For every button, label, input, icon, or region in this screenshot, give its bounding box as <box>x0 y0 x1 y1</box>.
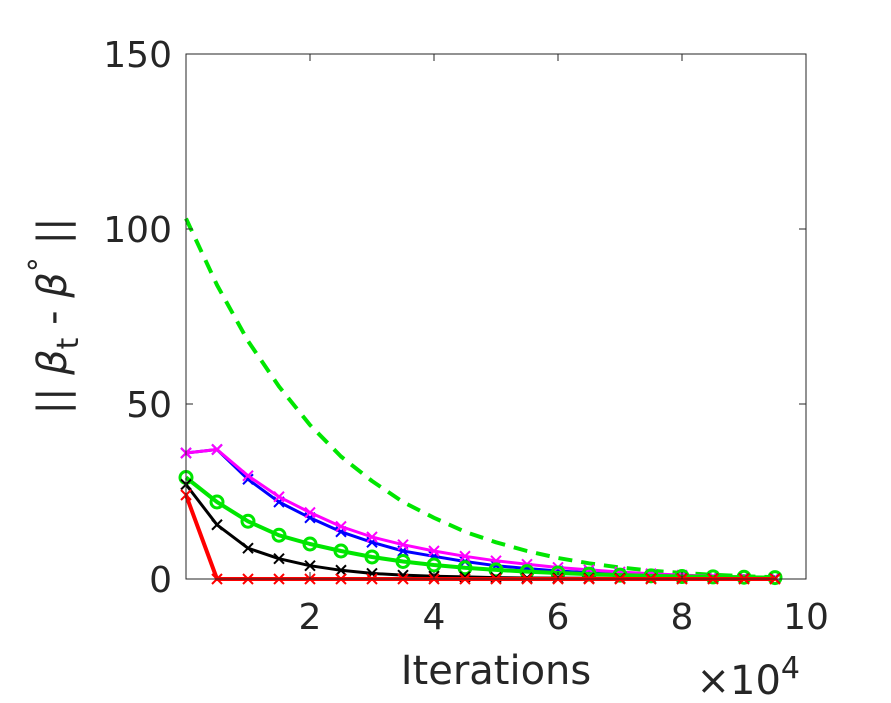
data-point-x-marker <box>428 545 440 557</box>
data-point-x-marker <box>242 542 254 554</box>
y-label-beta-t: β <box>30 349 76 376</box>
y-tick-label: 150 <box>103 35 172 76</box>
data-point-x-marker <box>242 470 254 482</box>
data-point-x-marker <box>304 506 316 519</box>
data-point-circle-marker <box>488 562 504 578</box>
data-point-circle-marker <box>302 536 318 552</box>
x-exponent-power: 4 <box>781 651 800 686</box>
data-point-x-marker <box>242 473 254 485</box>
data-point-circle-marker <box>333 543 349 559</box>
data-point-circle-marker <box>705 569 721 585</box>
x-tick-label: 10 <box>783 597 829 638</box>
data-point-x-marker <box>335 520 347 533</box>
data-point-circle-marker <box>240 513 256 529</box>
svg-text:|| βt - β° ||: || βt - β° || <box>23 217 86 414</box>
data-point-x-marker <box>304 559 316 572</box>
x-tick-label: 2 <box>299 597 322 638</box>
y-tick-label: 100 <box>103 210 172 251</box>
data-point-x-marker <box>459 550 471 562</box>
x-tick-label: 4 <box>423 597 446 638</box>
data-point-x-marker <box>211 443 223 456</box>
x-tick-label: 8 <box>671 597 694 638</box>
data-point-x-marker <box>335 564 347 576</box>
data-point-x-marker <box>366 531 378 543</box>
axes-box <box>185 53 807 580</box>
y-axis-label: || βt - β° || <box>23 217 86 414</box>
y-label-right: || <box>30 217 76 257</box>
x-tick-label: 6 <box>547 597 570 638</box>
y-label-beta-star: β <box>30 272 76 299</box>
data-point-x-marker <box>211 519 223 531</box>
y-label-subscript: t <box>51 337 86 349</box>
y-tick-label: 50 <box>126 385 172 426</box>
data-point-x-marker <box>273 491 285 503</box>
y-tick-label: 0 <box>149 560 172 601</box>
y-label-left: || <box>30 375 76 415</box>
data-point-x-marker <box>397 538 409 551</box>
data-point-circle-marker <box>457 560 473 576</box>
data-point-circle-marker <box>395 554 411 569</box>
data-point-circle-marker <box>209 494 225 510</box>
y-label-mid: - <box>30 298 76 338</box>
series-3 <box>178 470 783 586</box>
data-point-circle-marker <box>674 569 690 585</box>
data-point-circle-marker <box>643 568 659 584</box>
x-axis-label: Iterations <box>401 648 592 694</box>
data-point-circle-marker <box>271 527 287 543</box>
y-label-superscript: ° <box>23 257 58 272</box>
x-exponent-label: ×104 <box>696 651 800 703</box>
plot-area <box>186 54 806 579</box>
data-point-circle-marker <box>426 557 442 573</box>
data-point-x-marker <box>273 552 285 565</box>
data-point-circle-marker <box>364 549 380 565</box>
data-point-circle-marker <box>612 567 628 583</box>
x-exponent-base: ×10 <box>696 658 780 703</box>
